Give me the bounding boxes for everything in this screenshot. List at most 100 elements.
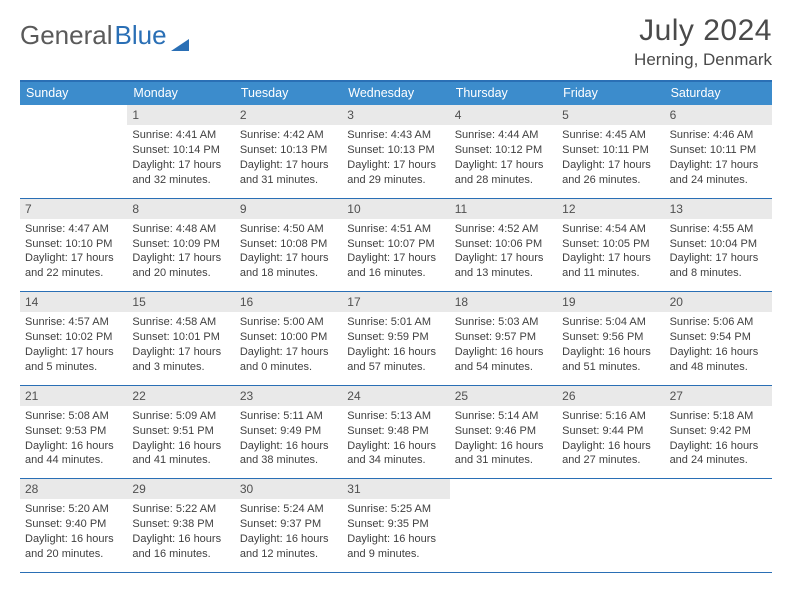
week-row: 28Sunrise: 5:20 AMSunset: 9:40 PMDayligh… (20, 479, 772, 573)
day-cell: 7Sunrise: 4:47 AMSunset: 10:10 PMDayligh… (20, 199, 127, 292)
day-info-line: and 32 minutes. (132, 173, 229, 188)
logo-text-1: General (20, 20, 113, 51)
day-cell (20, 105, 127, 198)
day-info-line: Sunrise: 4:44 AM (455, 128, 552, 143)
day-number: 26 (557, 386, 664, 406)
day-info-line: Sunset: 9:57 PM (455, 330, 552, 345)
day-info-line: and 9 minutes. (347, 547, 444, 562)
day-info-line: Sunset: 9:46 PM (455, 424, 552, 439)
day-info-line: and 31 minutes. (240, 173, 337, 188)
day-info-line: Sunset: 10:07 PM (347, 237, 444, 252)
day-info-line: Daylight: 16 hours (347, 439, 444, 454)
day-info-line: Sunrise: 5:14 AM (455, 409, 552, 424)
day-number: 1 (127, 105, 234, 125)
day-info-line: Sunrise: 5:16 AM (562, 409, 659, 424)
day-info-line: Daylight: 16 hours (25, 532, 122, 547)
day-cell: 30Sunrise: 5:24 AMSunset: 9:37 PMDayligh… (235, 479, 342, 572)
week-row: 21Sunrise: 5:08 AMSunset: 9:53 PMDayligh… (20, 386, 772, 480)
weekday-monday: Monday (127, 82, 234, 105)
day-cell: 8Sunrise: 4:48 AMSunset: 10:09 PMDayligh… (127, 199, 234, 292)
day-number: 28 (20, 479, 127, 499)
day-cell: 26Sunrise: 5:16 AMSunset: 9:44 PMDayligh… (557, 386, 664, 479)
day-info-line: Daylight: 16 hours (132, 532, 229, 547)
day-info-line: Sunrise: 4:43 AM (347, 128, 444, 143)
day-info-line: Daylight: 17 hours (132, 345, 229, 360)
day-info-line: Daylight: 17 hours (240, 345, 337, 360)
day-info-line: Daylight: 17 hours (455, 158, 552, 173)
week-row: 14Sunrise: 4:57 AMSunset: 10:02 PMDaylig… (20, 292, 772, 386)
day-info-line: Sunrise: 5:06 AM (670, 315, 767, 330)
day-info-line: Daylight: 17 hours (455, 251, 552, 266)
day-info-line: Daylight: 17 hours (347, 158, 444, 173)
day-info-line: Sunrise: 5:04 AM (562, 315, 659, 330)
day-number: 20 (665, 292, 772, 312)
day-info-line: Sunset: 9:40 PM (25, 517, 122, 532)
day-info-line: and 57 minutes. (347, 360, 444, 375)
day-cell: 27Sunrise: 5:18 AMSunset: 9:42 PMDayligh… (665, 386, 772, 479)
day-number: 31 (342, 479, 449, 499)
day-cell: 2Sunrise: 4:42 AMSunset: 10:13 PMDayligh… (235, 105, 342, 198)
day-info-line: Sunset: 9:51 PM (132, 424, 229, 439)
day-info-line: and 51 minutes. (562, 360, 659, 375)
day-info-line: Sunrise: 4:45 AM (562, 128, 659, 143)
day-cell: 4 Sunrise: 4:44 AMSunset: 10:12 PMDayligh… (450, 105, 557, 198)
day-info-line: Sunrise: 4:48 AM (132, 222, 229, 237)
day-number: 13 (665, 199, 772, 219)
day-info-line: Sunrise: 4:52 AM (455, 222, 552, 237)
day-info-line: Sunrise: 5:00 AM (240, 315, 337, 330)
day-cell: 6Sunrise: 4:46 AMSunset: 10:11 PMDayligh… (665, 105, 772, 198)
day-info-line: Sunrise: 5:11 AM (240, 409, 337, 424)
day-info-line: Sunset: 10:13 PM (347, 143, 444, 158)
day-cell: 17Sunrise: 5:01 AMSunset: 9:59 PMDayligh… (342, 292, 449, 385)
weekday-sunday: Sunday (20, 82, 127, 105)
day-info-line: and 31 minutes. (455, 453, 552, 468)
day-info-line: Sunset: 9:48 PM (347, 424, 444, 439)
logo: GeneralBlue (20, 14, 189, 51)
day-number: 10 (342, 199, 449, 219)
day-number: 16 (235, 292, 342, 312)
weekday-thursday: Thursday (450, 82, 557, 105)
day-info-line: Sunset: 10:00 PM (240, 330, 337, 345)
day-info-line: Sunrise: 5:20 AM (25, 502, 122, 517)
day-info-line: Daylight: 17 hours (240, 251, 337, 266)
day-cell (557, 479, 664, 572)
day-info-line: Sunset: 9:53 PM (25, 424, 122, 439)
day-cell: 1Sunrise: 4:41 AMSunset: 10:14 PMDayligh… (127, 105, 234, 198)
day-info-line: and 12 minutes. (240, 547, 337, 562)
weekday-wednesday: Wednesday (342, 82, 449, 105)
day-info-line: Sunset: 9:38 PM (132, 517, 229, 532)
day-info-line: and 48 minutes. (670, 360, 767, 375)
day-info-line: Sunrise: 4:51 AM (347, 222, 444, 237)
week-row: 1Sunrise: 4:41 AMSunset: 10:14 PMDayligh… (20, 105, 772, 199)
day-info-line: Sunset: 9:44 PM (562, 424, 659, 439)
weekday-friday: Friday (557, 82, 664, 105)
day-info-line: Sunset: 9:37 PM (240, 517, 337, 532)
day-info-line: and 3 minutes. (132, 360, 229, 375)
day-info-line: Daylight: 17 hours (25, 345, 122, 360)
weeks-container: 1Sunrise: 4:41 AMSunset: 10:14 PMDayligh… (20, 105, 772, 573)
day-info-line: Sunrise: 5:08 AM (25, 409, 122, 424)
day-info-line: Daylight: 16 hours (347, 345, 444, 360)
day-info-line: and 34 minutes. (347, 453, 444, 468)
title-block: July 2024 Herning, Denmark (634, 14, 772, 70)
header: GeneralBlue July 2024 Herning, Denmark (20, 14, 772, 70)
day-info-line: Sunrise: 4:42 AM (240, 128, 337, 143)
day-info-line: Sunset: 9:54 PM (670, 330, 767, 345)
day-number: 4 (450, 105, 557, 125)
day-cell: 31Sunrise: 5:25 AMSunset: 9:35 PMDayligh… (342, 479, 449, 572)
day-number: 17 (342, 292, 449, 312)
day-number: 2 (235, 105, 342, 125)
day-info-line: Sunset: 10:14 PM (132, 143, 229, 158)
day-cell: 24Sunrise: 5:13 AMSunset: 9:48 PMDayligh… (342, 386, 449, 479)
day-number: 27 (665, 386, 772, 406)
day-info-line: Sunset: 10:12 PM (455, 143, 552, 158)
day-info-line: Daylight: 17 hours (25, 251, 122, 266)
day-info-line: Daylight: 16 hours (240, 532, 337, 547)
week-row: 7Sunrise: 4:47 AMSunset: 10:10 PMDayligh… (20, 199, 772, 293)
day-info-line: Sunset: 9:49 PM (240, 424, 337, 439)
day-number: 15 (127, 292, 234, 312)
day-info-line: Sunrise: 5:09 AM (132, 409, 229, 424)
day-info-line: and 54 minutes. (455, 360, 552, 375)
day-info-line: Daylight: 16 hours (455, 345, 552, 360)
day-number: 29 (127, 479, 234, 499)
